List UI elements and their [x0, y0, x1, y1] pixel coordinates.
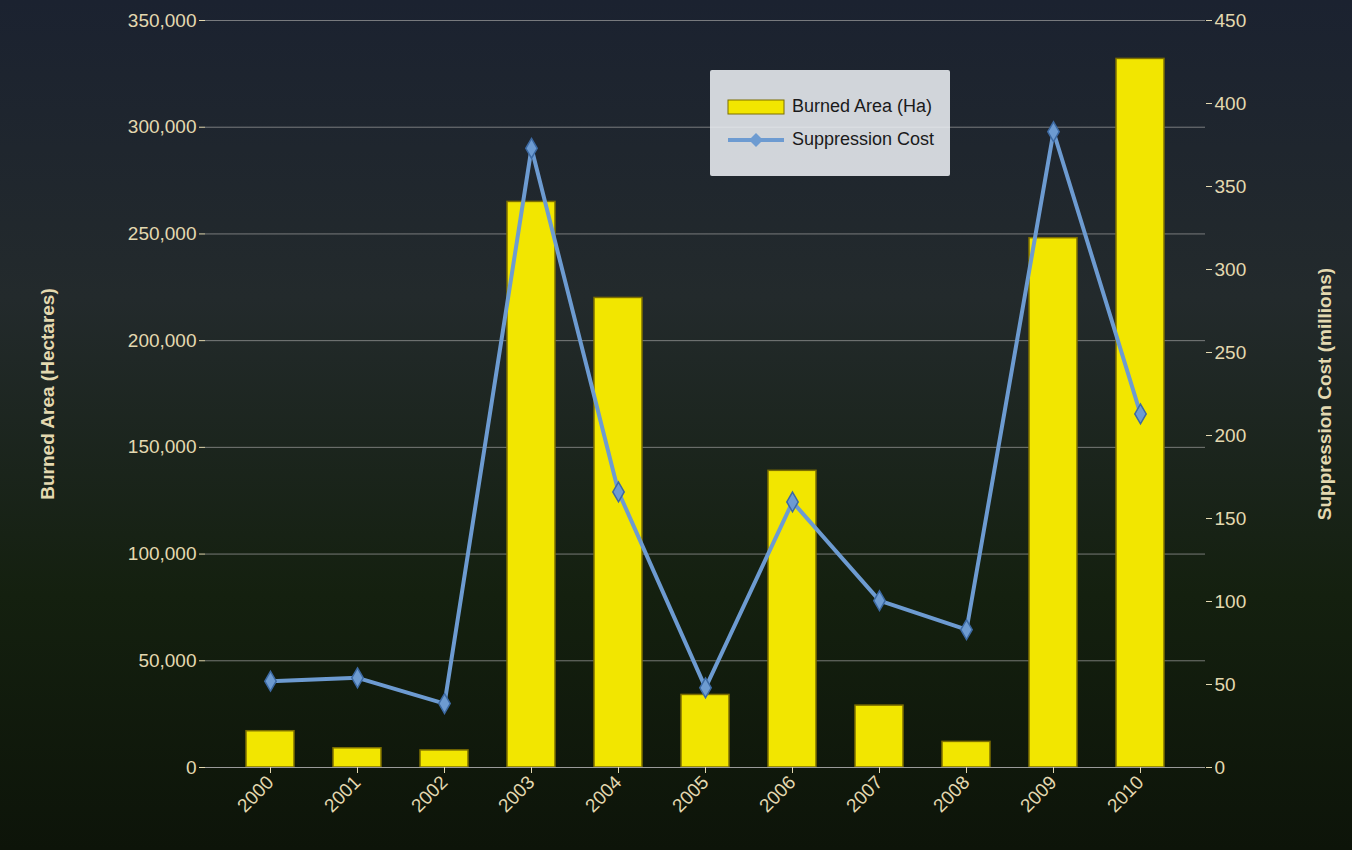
svg-text:150,000: 150,000 — [128, 436, 197, 457]
svg-text:350,000: 350,000 — [128, 10, 197, 31]
svg-text:2001: 2001 — [320, 772, 365, 817]
svg-text:300,000: 300,000 — [128, 116, 197, 137]
svg-text:400: 400 — [1215, 93, 1247, 114]
svg-text:50,000: 50,000 — [138, 650, 196, 671]
svg-text:2008: 2008 — [929, 772, 974, 817]
svg-text:2005: 2005 — [668, 772, 713, 817]
html-text:Suppression Cost: Suppression Cost — [792, 129, 935, 149]
svg-text:2004: 2004 — [581, 771, 626, 816]
svg-text:0: 0 — [186, 757, 197, 778]
svg-text:2003: 2003 — [494, 772, 539, 817]
svg-text:2006: 2006 — [755, 772, 800, 817]
svg-text:2002: 2002 — [407, 772, 452, 817]
svg-text:150: 150 — [1215, 508, 1247, 529]
svg-text:200,000: 200,000 — [128, 330, 197, 351]
svg-text:350: 350 — [1215, 176, 1247, 197]
svg-text:250: 250 — [1215, 342, 1247, 363]
svg-text:50: 50 — [1215, 674, 1236, 695]
svg-text:Burned Area (Hectares): Burned Area (Hectares) — [37, 288, 58, 500]
svg-text:2000: 2000 — [233, 772, 278, 817]
svg-text:2010: 2010 — [1103, 772, 1148, 817]
html-text:Burned Area (Ha): Burned Area (Ha) — [792, 96, 933, 116]
svg-text:300: 300 — [1215, 259, 1247, 280]
svg-text:200: 200 — [1215, 425, 1247, 446]
svg-text:250,000: 250,000 — [128, 223, 197, 244]
svg-text:450: 450 — [1215, 10, 1247, 31]
svg-text:100: 100 — [1215, 591, 1247, 612]
svg-text:2009: 2009 — [1016, 772, 1061, 817]
svg-text:Suppression Cost (millions): Suppression Cost (millions) — [1314, 268, 1335, 520]
svg-text:0: 0 — [1215, 757, 1226, 778]
svg-text:2007: 2007 — [842, 772, 887, 817]
svg-text:100,000: 100,000 — [128, 543, 197, 564]
